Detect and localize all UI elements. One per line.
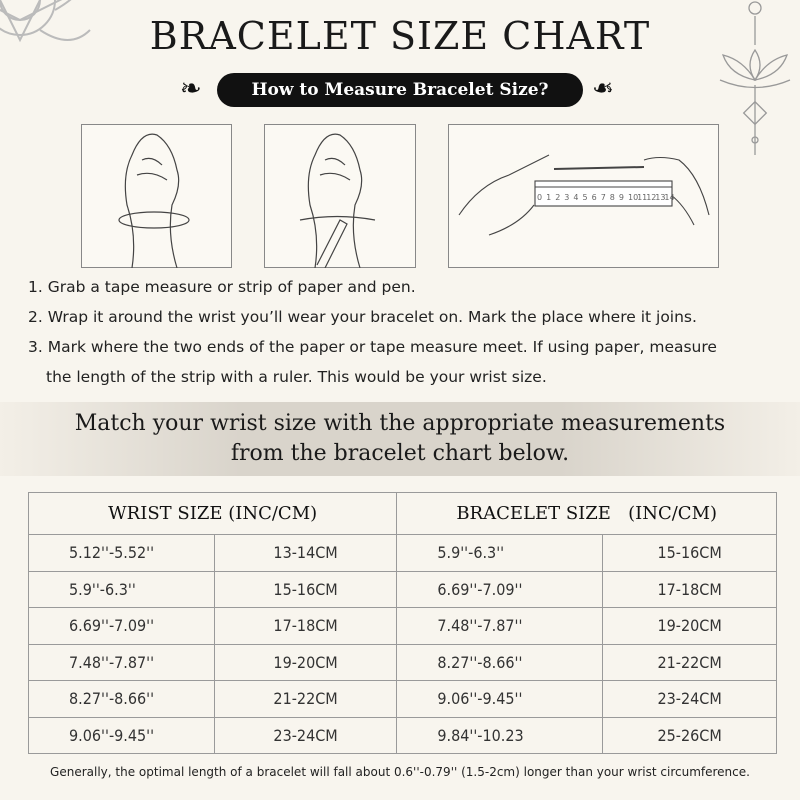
ruler-number: 12 [646, 193, 656, 202]
mandala-decoration-icon [0, 0, 91, 43]
ruler-number: 9 [619, 193, 624, 202]
banner-line-2: from the bracelet chart below. [230, 441, 570, 466]
bracelet-cm-cell: 19-20CM [602, 607, 777, 645]
wrist-cm-cell: 21-22CM [213, 680, 398, 718]
step-3: 3. Mark where the two ends of the paper … [28, 338, 717, 356]
ruler-number: 5 [583, 193, 588, 202]
bracelet-inch-cell: 6.69''-7.09'' [396, 570, 604, 608]
step-2: 2. Wrap it around the wrist you’ll wear … [28, 308, 697, 326]
table-row: 5.12''-5.52'' 13-14CM 5.9''-6.3'' 15-16CM [28, 534, 777, 572]
swirl-left-icon: ❧ [180, 74, 202, 104]
wrist-inch-cell: 9.06''-9.45'' [28, 716, 215, 754]
bracelet-cm-cell: 17-18CM [602, 570, 777, 608]
bracelet-inch-cell: 9.84''-10.23 [396, 716, 604, 754]
ruler-number: 1 [546, 193, 551, 202]
ruler-number: 0 [537, 193, 542, 202]
size-table: WRIST SIZE (INC/CM) BRACELET SIZE (INC/C… [27, 492, 777, 754]
wrist-cm-cell: 15-16CM [213, 570, 398, 608]
footnote: Generally, the optimal length of a brace… [50, 765, 750, 779]
ruler-number: 8 [610, 193, 615, 202]
match-banner: Match your wrist size with the appropria… [0, 402, 800, 476]
ruler-number: 10 [628, 193, 638, 202]
ruler-number: 4 [573, 193, 578, 202]
bracelet-cm-cell: 21-22CM [602, 643, 777, 681]
wrist-inch-cell: 6.69''-7.09'' [28, 607, 215, 645]
illustration-ruler: 0 1 2 3 4 5 6 7 8 9 10 11 12 13 14 [448, 124, 719, 268]
wrist-inch-cell: 7.48''-7.87'' [28, 643, 215, 681]
bracelet-inch-cell: 5.9''-6.3'' [396, 534, 604, 572]
bracelet-cm-cell: 23-24CM [602, 680, 777, 718]
ruler-number: 13 [655, 193, 665, 202]
wrist-cm-cell: 13-14CM [213, 534, 398, 572]
ruler-number: 7 [601, 193, 606, 202]
table-row: 8.27''-8.66'' 21-22CM 9.06''-9.45'' 23-24CM [28, 680, 777, 718]
bracelet-cm-cell: 15-16CM [602, 534, 777, 572]
table-row: 6.69''-7.09'' 17-18CM 7.48''-7.87'' 19-20CM [28, 607, 777, 645]
wrist-cm-cell: 19-20CM [213, 643, 398, 681]
lotus-decoration-icon [719, 1, 791, 155]
hand-pen-icon [299, 133, 376, 269]
step-3-continued: the length of the strip with a ruler. Th… [46, 368, 547, 386]
header-bracelet-size: BRACELET SIZE (INC/CM) [396, 492, 777, 535]
step-1: 1. Grab a tape measure or strip of paper… [28, 278, 416, 296]
ruler-number: 11 [637, 193, 647, 202]
bracelet-cm-cell: 25-26CM [602, 716, 777, 754]
wrist-cm-cell: 17-18CM [213, 607, 398, 645]
ruler-number: 14 [664, 193, 674, 202]
table-row: 5.9''-6.3'' 15-16CM 6.69''-7.09'' 17-18CM [28, 570, 777, 608]
wrist-inch-cell: 5.12''-5.52'' [28, 534, 215, 572]
table-row: 7.48''-7.87'' 19-20CM 8.27''-8.66'' 21-22CM [28, 643, 777, 681]
swirl-right-icon: ❧ [592, 74, 614, 104]
ruler-number: 2 [555, 193, 560, 202]
ruler-number: 6 [592, 193, 597, 202]
wrist-cm-cell: 23-24CM [213, 716, 398, 754]
wrist-inch-cell: 5.9''-6.3'' [28, 570, 215, 608]
bracelet-inch-cell: 9.06''-9.45'' [396, 680, 604, 718]
hand-wrap-icon [118, 133, 190, 269]
subtitle-badge: How to Measure Bracelet Size? [217, 73, 583, 107]
bracelet-inch-cell: 7.48''-7.87'' [396, 607, 604, 645]
illustration-hand-tape [81, 124, 232, 269]
header-wrist-size: WRIST SIZE (INC/CM) [27, 492, 398, 535]
banner-line-1: Match your wrist size with the appropria… [74, 411, 726, 436]
instructions-list: 1. Grab a tape measure or strip of paper… [28, 272, 717, 392]
page-title: BRACELET SIZE CHART [149, 14, 651, 58]
table-row: 9.06''-9.45'' 23-24CM 9.84''-10.23 25-26CM [28, 716, 777, 754]
ruler-number: 3 [564, 193, 569, 202]
illustration-mark-pen [264, 124, 416, 269]
bracelet-inch-cell: 8.27''-8.66'' [396, 643, 604, 681]
wrist-inch-cell: 8.27''-8.66'' [28, 680, 215, 718]
